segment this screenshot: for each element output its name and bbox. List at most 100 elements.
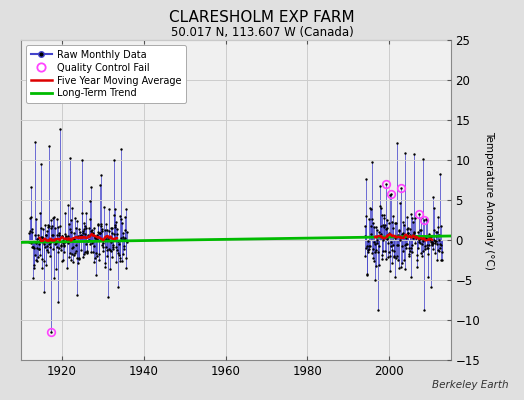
Point <box>58 232 66 239</box>
Point <box>410 230 419 237</box>
Point <box>65 254 73 260</box>
Point <box>407 211 416 217</box>
Point <box>46 253 54 259</box>
Point <box>53 244 62 251</box>
Point <box>47 225 55 232</box>
Point <box>83 248 91 254</box>
Point <box>386 252 394 259</box>
Point <box>408 249 417 255</box>
Point <box>412 233 420 239</box>
Point <box>428 238 436 245</box>
Point <box>411 240 419 247</box>
Point <box>420 217 428 223</box>
Point <box>399 222 408 229</box>
Point <box>119 230 127 236</box>
Point <box>121 235 129 242</box>
Point <box>421 246 429 252</box>
Point <box>118 237 126 243</box>
Point <box>402 226 411 232</box>
Point <box>107 230 116 236</box>
Point <box>374 233 382 239</box>
Point <box>430 240 439 246</box>
Point <box>409 218 417 225</box>
Point <box>45 223 53 229</box>
Point <box>414 229 422 235</box>
Point <box>74 234 82 240</box>
Point <box>109 244 117 250</box>
Point <box>36 210 44 216</box>
Point <box>101 260 110 266</box>
Point <box>80 251 88 257</box>
Point <box>366 205 375 212</box>
Point <box>406 248 414 254</box>
Point <box>110 211 118 218</box>
Point <box>119 234 127 240</box>
Point <box>369 224 378 230</box>
Point <box>62 233 70 240</box>
Point <box>385 220 394 226</box>
Point <box>401 241 410 247</box>
Point <box>429 205 438 212</box>
Point <box>69 259 78 266</box>
Point <box>88 240 96 246</box>
Point <box>425 231 433 238</box>
Point <box>122 265 130 271</box>
Point <box>92 250 100 256</box>
Point <box>115 255 124 261</box>
Point <box>86 228 95 234</box>
Point <box>424 251 433 257</box>
Point <box>59 257 68 264</box>
Point <box>113 247 121 253</box>
Point <box>391 234 399 241</box>
Point <box>113 226 122 232</box>
Point <box>46 244 54 250</box>
Point <box>61 234 70 241</box>
Point <box>375 242 383 249</box>
Point <box>104 246 113 252</box>
Point <box>60 242 68 248</box>
Point <box>379 236 387 243</box>
Point <box>40 241 48 248</box>
Point <box>364 238 373 244</box>
Point <box>100 236 108 242</box>
Point <box>116 257 124 264</box>
Point <box>47 217 56 224</box>
Point <box>434 232 443 238</box>
Point <box>29 244 37 250</box>
Point <box>400 256 408 263</box>
Point <box>386 192 395 198</box>
Point <box>378 248 387 255</box>
Point <box>429 194 437 200</box>
Point <box>49 246 57 252</box>
Point <box>118 251 127 257</box>
Point <box>78 157 86 163</box>
Point <box>77 246 85 253</box>
Text: 50.017 N, 113.607 W (Canada): 50.017 N, 113.607 W (Canada) <box>171 26 353 39</box>
Point <box>396 185 405 191</box>
Point <box>400 233 408 239</box>
Point <box>398 243 407 249</box>
Point <box>418 236 426 242</box>
Point <box>412 257 421 264</box>
Point <box>27 214 36 220</box>
Point <box>117 216 125 222</box>
Point <box>378 212 387 218</box>
Point <box>415 236 423 243</box>
Point <box>397 264 406 270</box>
Point <box>35 246 43 252</box>
Point <box>95 230 104 236</box>
Point <box>75 229 84 236</box>
Point <box>364 249 372 256</box>
Point <box>53 216 61 222</box>
Point <box>429 246 438 252</box>
Point <box>421 232 429 239</box>
Point <box>421 235 430 241</box>
Point <box>61 210 70 216</box>
Point <box>83 250 91 256</box>
Point <box>37 225 45 231</box>
Point <box>395 265 403 272</box>
Point <box>106 224 115 231</box>
Point <box>28 244 36 250</box>
Point <box>85 241 94 247</box>
Point <box>425 237 434 244</box>
